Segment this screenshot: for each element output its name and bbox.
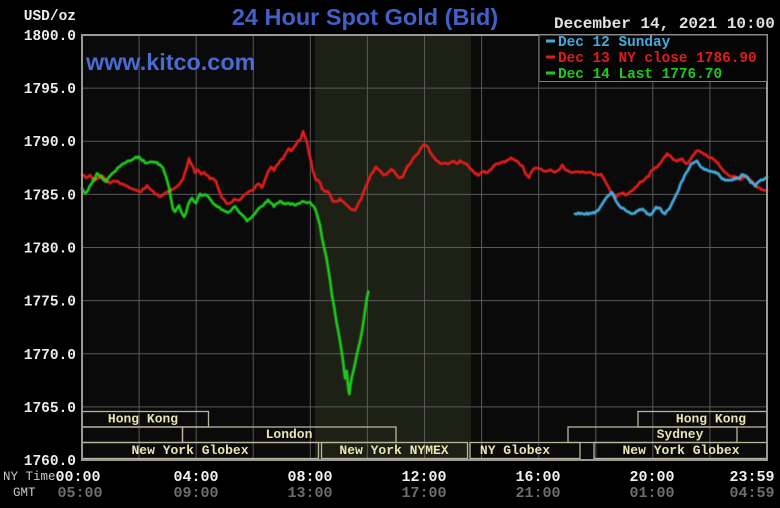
svg-text:Hong Kong: Hong Kong	[676, 412, 746, 427]
svg-text:01:00: 01:00	[629, 485, 674, 502]
svg-text:London: London	[266, 427, 313, 442]
svg-text:24 Hour Spot Gold (Bid): 24 Hour Spot Gold (Bid)	[232, 4, 498, 30]
svg-text:December 14, 2021 10:00: December 14, 2021 10:00	[554, 15, 775, 33]
svg-text:New York NYMEX: New York NYMEX	[339, 443, 448, 458]
svg-text:New York Globex: New York Globex	[131, 443, 248, 458]
svg-text:NY Globex: NY Globex	[480, 443, 550, 458]
svg-text:1770.0: 1770.0	[24, 348, 76, 364]
svg-text:USD/oz: USD/oz	[24, 9, 76, 25]
svg-text:21:00: 21:00	[515, 485, 560, 502]
svg-text:1800.0: 1800.0	[24, 29, 76, 45]
svg-text:New York Globex: New York Globex	[622, 443, 739, 458]
svg-text:Hong Kong: Hong Kong	[108, 412, 178, 427]
svg-text:1765.0: 1765.0	[24, 401, 76, 417]
svg-text:04:59: 04:59	[729, 485, 774, 502]
svg-text:Sydney: Sydney	[657, 427, 704, 442]
svg-text:NY Time: NY Time	[3, 470, 56, 484]
svg-text:GMT: GMT	[13, 486, 36, 500]
svg-text:www.kitco.com: www.kitco.com	[85, 49, 255, 75]
svg-text:1760.0: 1760.0	[24, 454, 76, 470]
svg-text:Dec 14 Last 1776.70: Dec 14 Last 1776.70	[558, 67, 722, 83]
svg-text:1775.0: 1775.0	[24, 295, 76, 311]
svg-text:12:00: 12:00	[401, 469, 446, 486]
svg-text:00:00: 00:00	[55, 469, 100, 486]
svg-text:05:00: 05:00	[57, 485, 102, 502]
svg-text:1795.0: 1795.0	[24, 82, 76, 98]
svg-text:16:00: 16:00	[515, 469, 560, 486]
svg-text:09:00: 09:00	[173, 485, 218, 502]
svg-text:08:00: 08:00	[287, 469, 332, 486]
svg-text:1785.0: 1785.0	[24, 188, 76, 204]
svg-text:Dec 12 Sunday: Dec 12 Sunday	[558, 35, 671, 51]
svg-text:Dec 13 NY close 1786.90: Dec 13 NY close 1786.90	[558, 51, 757, 67]
svg-text:1790.0: 1790.0	[24, 135, 76, 151]
svg-text:13:00: 13:00	[287, 485, 332, 502]
svg-text:17:00: 17:00	[401, 485, 446, 502]
svg-text:23:59: 23:59	[729, 469, 774, 486]
svg-text:04:00: 04:00	[173, 469, 218, 486]
svg-text:1780.0: 1780.0	[24, 242, 76, 258]
svg-text:20:00: 20:00	[629, 469, 674, 486]
